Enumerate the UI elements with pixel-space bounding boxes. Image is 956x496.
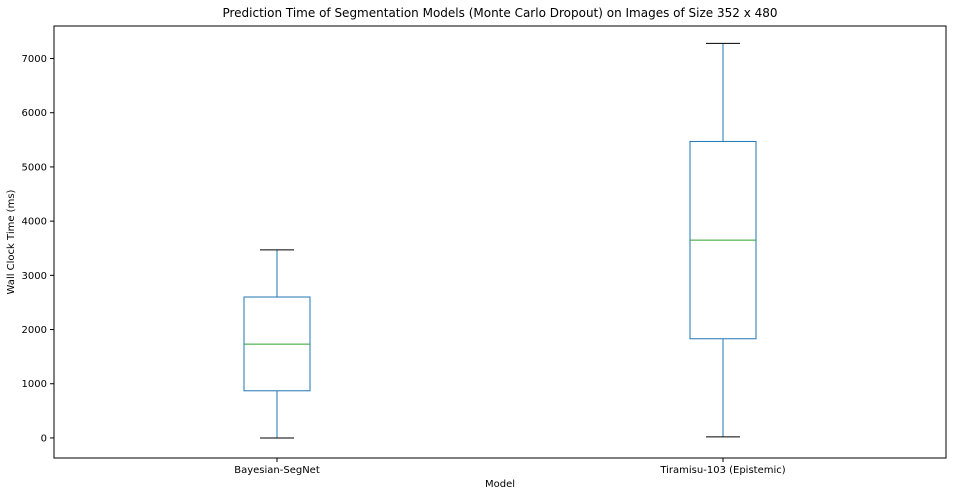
box-1 <box>243 249 311 439</box>
x-tick-label: Bayesian-SegNet <box>234 465 320 476</box>
y-tick-label: 0 <box>41 433 47 444</box>
y-axis-title: Wall Clock Time (ms) <box>6 189 17 294</box>
y-tick-label: 7000 <box>22 54 47 65</box>
y-axis: 0 1000 2000 3000 4000 5000 6000 7000 <box>22 54 54 444</box>
box-series <box>243 42 757 439</box>
box-2 <box>689 42 757 438</box>
x-axis-title: Model <box>485 479 515 490</box>
x-axis: Bayesian-SegNet Tiramisu-103 (Epistemic) <box>234 458 786 476</box>
y-tick-label: 6000 <box>22 108 47 119</box>
y-tick-label: 2000 <box>22 325 47 336</box>
y-tick-label: 5000 <box>22 162 47 173</box>
chart-title: Prediction Time of Segmentation Models (… <box>222 6 777 20</box>
y-tick-label: 4000 <box>22 217 47 228</box>
y-tick-label: 1000 <box>22 379 47 390</box>
x-tick-label: Tiramisu-103 (Epistemic) <box>659 465 785 476</box>
plot-area-frame <box>53 25 947 459</box>
y-tick-label: 3000 <box>22 271 47 282</box>
